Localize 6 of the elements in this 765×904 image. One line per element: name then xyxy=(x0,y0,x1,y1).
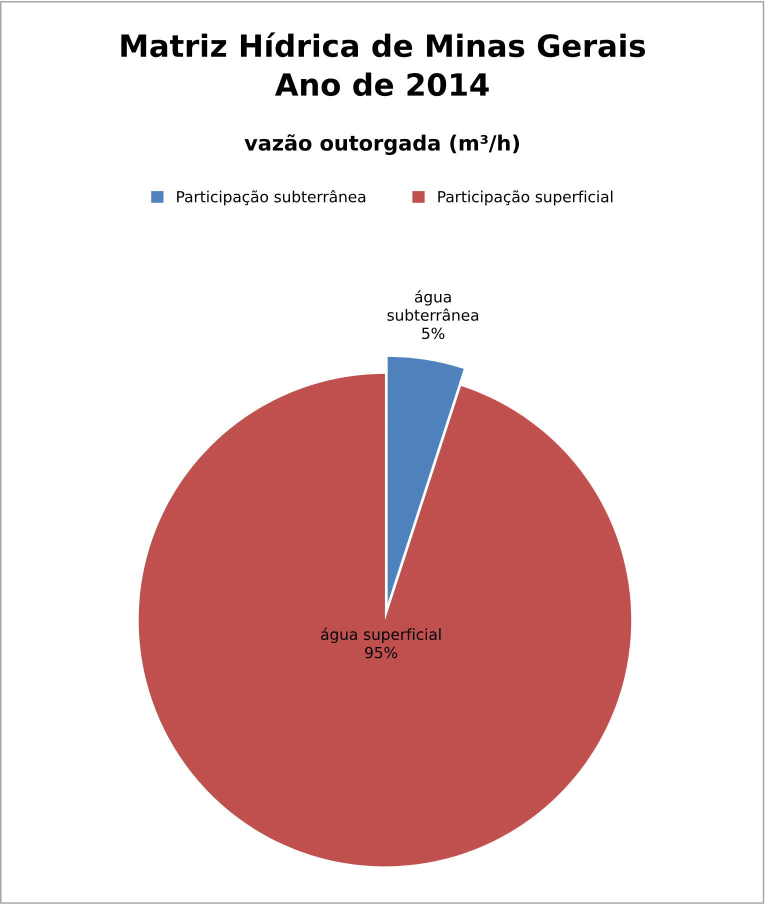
legend-label: Participação subterrânea xyxy=(177,190,366,206)
data-label: água superficial 95% xyxy=(321,628,441,658)
chart-title: Matriz Hídrica de Minas Gerais Ano de 2014 xyxy=(121,32,645,96)
legend-label: Participação superficial xyxy=(438,190,612,206)
chart-subtitle: vazão outorgada (m³/h) xyxy=(244,134,520,155)
data-label: água subterrânea 5% xyxy=(388,290,478,340)
